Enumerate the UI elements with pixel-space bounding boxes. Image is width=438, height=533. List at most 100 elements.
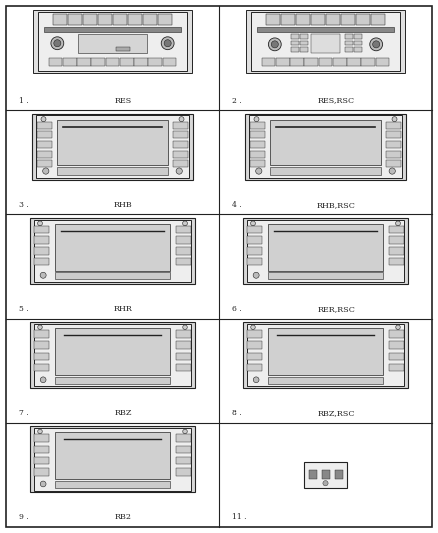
Bar <box>173 122 188 128</box>
Circle shape <box>40 377 46 383</box>
Bar <box>53 14 67 25</box>
Circle shape <box>179 117 184 122</box>
Circle shape <box>54 39 61 47</box>
Text: RHB,RSC: RHB,RSC <box>317 201 356 209</box>
Circle shape <box>41 117 46 122</box>
Bar <box>251 12 400 70</box>
Circle shape <box>370 38 383 51</box>
Circle shape <box>40 481 46 487</box>
Bar <box>134 58 148 66</box>
Bar <box>247 220 404 282</box>
Bar <box>36 116 189 178</box>
Bar <box>35 457 49 464</box>
Bar <box>49 58 62 66</box>
Bar <box>247 10 405 73</box>
Bar <box>38 12 187 70</box>
Bar <box>37 141 52 148</box>
Bar <box>176 226 191 233</box>
Bar <box>247 226 262 233</box>
Text: 2 .: 2 . <box>232 96 241 104</box>
Bar <box>389 364 403 372</box>
Text: 4 .: 4 . <box>232 201 241 209</box>
Text: RHR: RHR <box>114 305 133 313</box>
Bar <box>311 14 325 25</box>
Bar <box>376 58 389 66</box>
Bar <box>247 247 262 255</box>
Bar <box>55 272 170 279</box>
Bar <box>290 58 304 66</box>
Bar <box>389 247 403 255</box>
Bar <box>143 14 157 25</box>
Bar <box>176 434 191 442</box>
Circle shape <box>271 41 278 48</box>
Bar <box>250 122 265 128</box>
Bar <box>386 160 401 167</box>
Bar <box>162 58 177 66</box>
Bar <box>300 34 308 39</box>
Bar <box>55 224 170 271</box>
Text: 3 .: 3 . <box>19 201 28 209</box>
Bar <box>250 131 265 138</box>
Bar <box>347 58 361 66</box>
Bar <box>247 330 262 337</box>
Text: 1 .: 1 . <box>19 96 28 104</box>
Text: 11 .: 11 . <box>232 513 246 521</box>
Circle shape <box>161 37 174 50</box>
Circle shape <box>392 117 397 122</box>
Bar <box>300 47 308 52</box>
Bar <box>247 324 404 386</box>
Circle shape <box>268 38 281 51</box>
Bar <box>176 364 191 372</box>
Bar <box>322 470 330 479</box>
Bar <box>30 426 195 492</box>
Bar <box>268 224 383 271</box>
Bar <box>68 14 82 25</box>
Bar <box>386 131 401 138</box>
Circle shape <box>40 272 46 278</box>
Bar <box>176 341 191 349</box>
Bar <box>389 258 403 265</box>
Circle shape <box>396 325 400 329</box>
Bar <box>37 131 52 138</box>
Circle shape <box>253 272 259 278</box>
Bar <box>55 432 170 479</box>
Bar <box>148 58 162 66</box>
Circle shape <box>253 377 259 383</box>
Bar <box>34 324 191 386</box>
Bar <box>32 114 193 180</box>
Bar <box>176 330 191 337</box>
Bar <box>35 247 49 255</box>
Circle shape <box>373 41 380 48</box>
Bar <box>35 434 49 442</box>
Bar <box>361 58 375 66</box>
Bar <box>37 151 52 158</box>
Circle shape <box>51 37 64 50</box>
Bar <box>116 46 130 51</box>
Bar <box>35 258 49 265</box>
Bar <box>261 58 276 66</box>
Bar <box>250 151 265 158</box>
Bar <box>345 47 353 52</box>
Bar <box>291 41 300 45</box>
Circle shape <box>38 325 42 329</box>
Bar <box>176 258 191 265</box>
Text: 9 .: 9 . <box>19 513 28 521</box>
Bar <box>247 237 262 244</box>
Bar <box>326 14 340 25</box>
Circle shape <box>251 325 255 329</box>
Bar <box>341 14 355 25</box>
Bar <box>311 34 340 53</box>
Bar <box>296 14 310 25</box>
Bar <box>371 14 385 25</box>
Bar <box>158 14 172 25</box>
Bar <box>83 14 97 25</box>
Bar <box>389 330 403 337</box>
Bar <box>35 468 49 475</box>
Bar <box>176 352 191 360</box>
Bar <box>345 41 353 45</box>
Bar <box>389 226 403 233</box>
Bar <box>247 341 262 349</box>
Bar <box>35 446 49 453</box>
Bar <box>35 352 49 360</box>
Bar <box>356 14 370 25</box>
